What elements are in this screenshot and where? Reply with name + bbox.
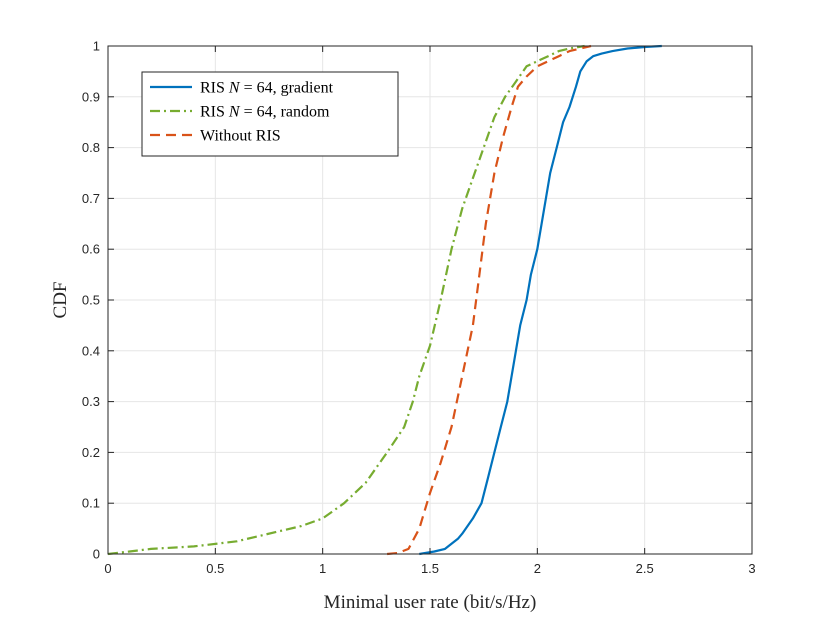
axes (107, 45, 753, 555)
legend-label-part: Without RIS (200, 128, 281, 145)
series-line-1 (419, 44, 662, 556)
x-tick-label: 1.5 (421, 561, 439, 576)
legend-label-part: = 64, random (240, 104, 330, 121)
x-tick-label: 2 (534, 561, 541, 576)
x-tick-label: 3 (748, 561, 755, 576)
x-tick-labels: 0 0.5 1 1.5 2 2.5 3 (104, 561, 755, 576)
y-tick-label: 0.4 (82, 343, 100, 358)
legend-label-2: RIS N = 64, random (200, 104, 330, 121)
y-axis-title: CDF (50, 282, 71, 319)
x-tick-label: 2.5 (636, 561, 654, 576)
x-axis-title: Minimal user rate (bit/s/Hz) (324, 592, 537, 613)
x-tick-label: 0.5 (206, 561, 224, 576)
y-tick-label: 0.9 (82, 89, 100, 104)
y-tick-labels: 0 0.1 0.2 0.3 0.4 0.5 0.6 0.7 0.8 0.9 1 (82, 39, 100, 562)
grid-lines (108, 46, 752, 554)
y-tick-label: 0.3 (82, 394, 100, 409)
legend-label-part: = 64, gradient (240, 80, 334, 97)
y-tick-label: 0.1 (82, 496, 100, 511)
legend-label-1: RIS N = 64, gradient (200, 80, 334, 97)
series-line-3 (386, 44, 592, 556)
y-tick-label: 0.5 (82, 293, 100, 308)
y-tick-label: 1 (93, 39, 100, 54)
legend-label-part: N (228, 80, 241, 97)
legend-label-part: N (228, 104, 241, 121)
legend-label-part: RIS (200, 80, 229, 97)
series-line-2 (107, 44, 585, 556)
x-tick-label: 1 (319, 561, 326, 576)
y-tick-label: 0.6 (82, 242, 100, 257)
y-tick-label: 0.7 (82, 191, 100, 206)
x-tick-label: 0 (104, 561, 111, 576)
series-lines (107, 44, 662, 556)
y-tick-label: 0.2 (82, 445, 100, 460)
y-tick-label: 0 (93, 547, 100, 562)
y-tick-label: 0.8 (82, 140, 100, 155)
legend-label-3: Without RIS (200, 128, 281, 145)
legend-label-part: RIS (200, 104, 229, 121)
